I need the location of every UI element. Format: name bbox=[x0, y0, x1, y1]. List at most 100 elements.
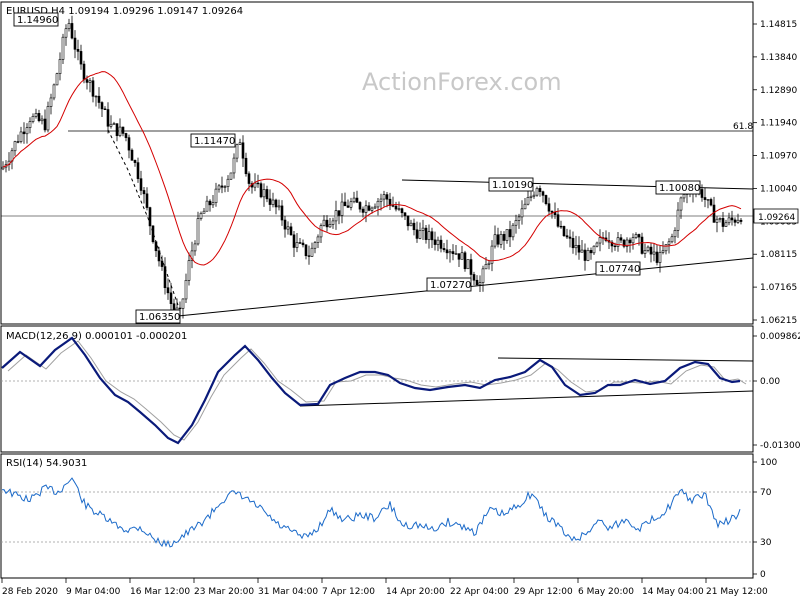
candle-body bbox=[151, 225, 155, 243]
candle-body bbox=[220, 185, 224, 188]
candle-body bbox=[214, 188, 218, 203]
candle-body bbox=[73, 37, 77, 50]
candle-body bbox=[91, 80, 95, 97]
candle-body bbox=[493, 234, 497, 247]
candle-body bbox=[247, 173, 251, 184]
macd-lower-line bbox=[299, 390, 754, 407]
candle-body bbox=[364, 205, 368, 213]
candle-body bbox=[637, 234, 641, 238]
price-panel-frame bbox=[0, 1, 754, 325]
candle-body bbox=[328, 224, 332, 228]
candle-body bbox=[277, 205, 281, 208]
candle-body bbox=[67, 23, 71, 30]
candle-body bbox=[544, 195, 548, 205]
candle-body bbox=[736, 219, 740, 223]
candle-body bbox=[49, 97, 53, 107]
candle-body bbox=[166, 287, 170, 294]
candle-body bbox=[145, 193, 149, 208]
candle-body bbox=[709, 199, 713, 206]
candle-body bbox=[580, 249, 584, 253]
candle-body bbox=[241, 142, 245, 159]
candle-body bbox=[595, 242, 599, 247]
candle-body bbox=[664, 244, 668, 252]
macd-panel-frame bbox=[0, 325, 754, 453]
annotation-label: 1.14960 bbox=[17, 15, 58, 26]
candle-body bbox=[487, 262, 491, 265]
candle-body bbox=[472, 274, 476, 281]
candle-body bbox=[184, 280, 188, 300]
candle-body bbox=[670, 236, 674, 243]
candle-body bbox=[346, 205, 350, 208]
candle-body bbox=[412, 222, 416, 231]
candle-body bbox=[43, 118, 47, 131]
candle-body bbox=[394, 205, 398, 210]
watermark: ActionForex.com bbox=[362, 68, 562, 96]
candle-body bbox=[517, 216, 521, 221]
candle-body bbox=[181, 298, 185, 309]
candle-body bbox=[658, 252, 662, 263]
candle-body bbox=[115, 123, 119, 136]
candle-body bbox=[196, 218, 200, 245]
candle-body bbox=[283, 219, 287, 230]
candle-body bbox=[373, 206, 377, 209]
annotation-label: 1.07740 bbox=[599, 264, 640, 275]
candle-body bbox=[82, 63, 86, 80]
candle-body bbox=[304, 244, 308, 257]
candle-body bbox=[529, 195, 533, 198]
candle-body bbox=[40, 118, 44, 122]
candle-body bbox=[64, 28, 68, 38]
candle-body bbox=[403, 212, 407, 217]
candle-body bbox=[673, 230, 677, 238]
candle-body bbox=[667, 241, 671, 245]
annotation-box bbox=[13, 12, 59, 27]
candle-body bbox=[643, 250, 647, 254]
price-y-tick-label: 1.10040 bbox=[760, 184, 797, 194]
candle-body bbox=[169, 292, 173, 305]
candle-body bbox=[526, 197, 530, 205]
candle-body bbox=[499, 234, 503, 245]
x-tick-label: 7 Apr 12:00 bbox=[322, 587, 375, 597]
x-tick-label: 14 Apr 20:00 bbox=[386, 587, 445, 597]
rsi-y-axis: 100 70 30 0 bbox=[753, 458, 777, 580]
candle-body bbox=[337, 210, 341, 216]
annotation-box bbox=[488, 177, 534, 192]
candle-body bbox=[193, 243, 197, 252]
candle-body bbox=[238, 142, 242, 145]
candle-body bbox=[79, 51, 83, 65]
candle-body bbox=[559, 225, 563, 228]
candle-body bbox=[118, 126, 122, 136]
candle-body bbox=[199, 212, 203, 219]
candle-body bbox=[382, 194, 386, 200]
candle-body bbox=[301, 242, 305, 246]
candle-body bbox=[211, 202, 215, 206]
candle-body bbox=[274, 199, 278, 208]
candle-body bbox=[721, 218, 725, 227]
candle-body bbox=[478, 282, 482, 286]
x-tick-label: 31 Mar 04:00 bbox=[258, 587, 318, 597]
rsi-panel-header: RSI(14) 54.9031 bbox=[6, 458, 87, 469]
candle-body bbox=[490, 245, 494, 264]
candle-body bbox=[538, 188, 542, 192]
annotation-label: 1.10080 bbox=[659, 183, 700, 194]
candle-body bbox=[718, 218, 722, 220]
candle-body bbox=[589, 250, 593, 254]
candle-body bbox=[292, 234, 296, 248]
candle-body bbox=[256, 182, 260, 185]
candle-body bbox=[223, 186, 227, 188]
candle-body bbox=[349, 201, 353, 208]
candle-body bbox=[421, 227, 425, 231]
candle-body bbox=[310, 247, 314, 257]
candle-body bbox=[439, 239, 443, 249]
candle-body bbox=[16, 141, 20, 143]
rsi-y-tick-label: 30 bbox=[760, 538, 772, 548]
candle-body bbox=[583, 249, 587, 261]
candle-body bbox=[682, 194, 686, 199]
candle-body bbox=[88, 80, 92, 83]
candle-body bbox=[46, 106, 50, 131]
candle-body bbox=[514, 220, 518, 226]
candle-body bbox=[496, 234, 500, 245]
candle-body bbox=[613, 245, 617, 248]
annotation-box bbox=[190, 133, 236, 148]
candle-body bbox=[205, 200, 209, 212]
candle-body bbox=[442, 248, 446, 251]
